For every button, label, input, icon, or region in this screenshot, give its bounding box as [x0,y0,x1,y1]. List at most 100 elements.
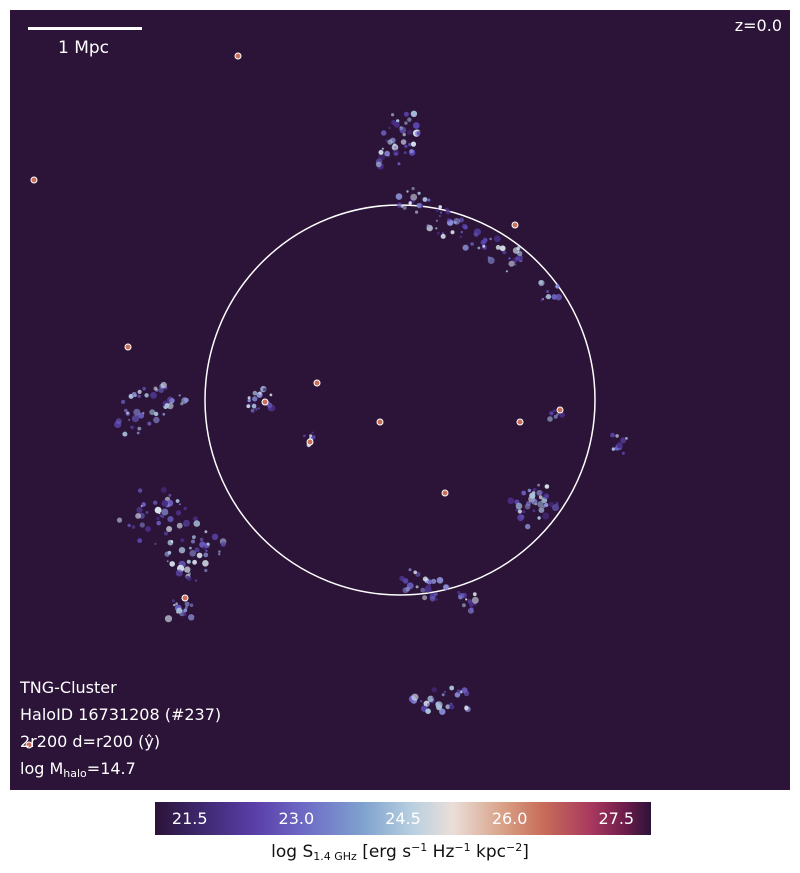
emission-blob [454,692,461,698]
emission-blob [163,531,169,536]
emission-blob [449,704,455,710]
emission-blob [303,434,306,438]
radio-emission-map: 1 Mpc z=0.0 TNG-Cluster HaloID 16731208 … [10,10,790,790]
emission-blob [247,396,251,400]
emission-blob [427,198,431,202]
emission-blob [183,397,189,403]
emission-blob [621,451,625,455]
bright-source [511,221,519,229]
emission-blob [464,706,469,711]
emission-blob [404,144,408,148]
emission-blob [439,708,446,715]
emission-blob [170,540,174,543]
emission-blob [415,210,419,214]
emission-blob [180,538,185,543]
emission-blob [247,398,251,403]
emission-blob [153,416,160,424]
emission-blob [251,403,257,409]
emission-blob [408,201,412,205]
emission-blob [183,524,187,527]
emission-blob [137,426,142,431]
emission-blob [171,599,175,603]
emission-blob [193,520,201,527]
bright-source [306,438,314,446]
emission-blob [404,121,408,125]
emission-blob [121,399,126,404]
bright-source [516,418,524,426]
emission-blob [178,503,181,506]
emission-blob [145,511,149,514]
bright-source [441,489,449,497]
emission-blob [508,257,511,260]
emission-blob [513,263,517,266]
emission-blob [443,690,447,694]
emission-blob [183,608,188,612]
cb-label-part: Hz [427,842,455,862]
emission-blob [411,693,419,701]
colorbar-tick: 24.5 [385,809,421,828]
emission-blob [435,227,438,230]
emission-blob [128,418,131,421]
bright-source [376,418,384,426]
emission-blob [400,204,404,208]
emission-blob [402,578,409,584]
halo-mass-prefix: log M [20,759,64,778]
emission-blob [458,592,465,600]
emission-blob [441,693,445,697]
bright-source [124,343,132,351]
emission-blob [435,598,438,601]
emission-blob [515,502,523,510]
emission-blob [427,703,430,706]
emission-blob [147,421,152,426]
emission-blob [615,434,619,438]
emission-blob [166,526,173,532]
emission-blob [309,434,312,438]
emission-blob [616,442,623,449]
emission-blob [461,603,466,608]
scale-bar-label: 1 Mpc [58,38,110,58]
cb-label-part: [erg s [356,842,412,862]
emission-blob [508,260,515,267]
emission-blob [211,533,219,540]
emission-blob [521,490,527,496]
emission-blob [153,386,158,391]
emission-blob [159,514,162,517]
emission-blob [149,409,156,416]
emission-blob [461,687,468,693]
redshift-label: z=0.0 [734,16,782,35]
emission-blob [127,523,131,528]
emission-blob [178,547,186,554]
emission-blob [460,230,463,234]
emission-blob [191,539,195,544]
emission-blob [410,110,418,118]
emission-blob [131,525,136,529]
emission-blob [137,488,143,493]
emission-blob [542,298,545,300]
emission-blob [415,585,419,589]
emission-blob [449,685,455,691]
emission-blob [133,408,141,416]
emission-blob [537,516,541,520]
emission-blob [185,575,190,580]
emission-blob [162,412,166,416]
emission-blob [447,218,451,222]
emission-blob [435,219,438,222]
emission-blob [555,293,562,301]
emission-blob [150,392,157,399]
emission-blob [160,487,167,493]
emission-blob [505,270,508,273]
emission-blob [156,520,161,526]
emission-blob [173,603,176,607]
emission-blob [154,542,157,546]
emission-blob [515,508,519,512]
emission-blob [167,396,174,403]
emission-blob [153,500,158,505]
emission-blob [522,510,526,514]
emission-blob [180,402,184,406]
emission-blob [538,495,543,500]
emission-blob [131,392,137,397]
emission-blob [394,152,398,156]
emission-blob [393,121,400,128]
emission-blob [544,484,550,489]
emission-blob [158,387,164,394]
